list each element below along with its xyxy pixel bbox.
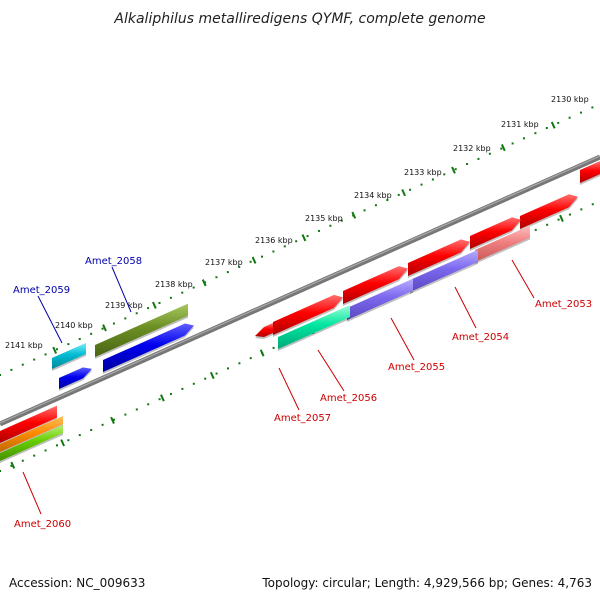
tick-label: 2132 kbp <box>453 144 491 153</box>
gene-label-amet-2060: Amet_2060 <box>14 519 71 530</box>
gene-feature-pink <box>475 225 530 262</box>
tick-label: 2137 kbp <box>205 258 243 267</box>
gene-feature-blue <box>59 367 92 389</box>
genome-backbone <box>0 154 600 427</box>
tick-labels: 2130 kbp 2131 kbp 2132 kbp 2133 kbp 2134… <box>5 95 589 350</box>
map-title: Alkaliphilus metalliredigens QYMF, compl… <box>113 11 485 27</box>
callout-line <box>22 471 42 515</box>
gene-feature-red <box>273 294 343 335</box>
callout-line <box>454 286 477 329</box>
gene-label-amet-2059: Amet_2059 <box>13 285 70 296</box>
tick-label: 2140 kbp <box>55 321 93 330</box>
gene-label-amet-2053: Amet_2053 <box>535 299 592 310</box>
tick-label: 2130 kbp <box>551 95 589 104</box>
gene-label-amet-2057: Amet_2057 <box>274 413 331 424</box>
gene-feature-purple <box>347 278 413 320</box>
outer-tick-track <box>0 106 594 376</box>
gene-feature-red <box>255 322 273 337</box>
gene-callout-lines <box>22 259 535 515</box>
tick-label: 2134 kbp <box>354 191 392 200</box>
tick-label: 2138 kbp <box>155 280 193 289</box>
gene-label-amet-2056: Amet_2056 <box>320 393 377 404</box>
genome-backbone-highlight <box>0 155 600 424</box>
gene-feature-red <box>0 405 57 443</box>
tick-label: 2139 kbp <box>105 301 143 310</box>
tick-label: 2136 kbp <box>255 236 293 245</box>
tick-label: 2141 kbp <box>5 341 43 350</box>
gene-feature-cyan <box>52 342 86 369</box>
topology-text: Topology: circular; Length: 4,929,566 bp… <box>262 576 592 590</box>
tick-label: 2133 kbp <box>404 168 442 177</box>
gene-feature-red <box>408 239 470 276</box>
callout-line <box>37 295 63 344</box>
gene-feature-red <box>343 266 408 304</box>
gene-feature-red <box>470 217 521 249</box>
gene-feature-purple <box>410 249 478 292</box>
gene-feature-red <box>580 161 600 183</box>
gene-feature-orange <box>0 415 63 452</box>
gene-feature-olive <box>95 303 188 357</box>
callout-line <box>317 349 345 392</box>
gene-label-amet-2054: Amet_2054 <box>452 332 509 343</box>
gene-feature-green <box>278 304 350 349</box>
accession-text: Accession: NC_009633 <box>9 576 146 590</box>
tick-label: 2131 kbp <box>501 120 539 129</box>
gene-feature-blue <box>103 323 194 372</box>
callout-line <box>511 259 535 299</box>
callout-line <box>278 367 300 411</box>
gene-features <box>0 161 600 463</box>
gene-feature-lime <box>0 424 63 461</box>
callout-line <box>111 266 132 313</box>
gene-label-amet-2058: Amet_2058 <box>85 256 142 267</box>
gene-labels: Amet_2053 Amet_2054 Amet_2055 Amet_2056 … <box>13 256 592 530</box>
callout-line <box>390 317 415 361</box>
tick-label: 2135 kbp <box>305 214 343 223</box>
gene-feature-red <box>520 194 578 229</box>
gene-label-amet-2055: Amet_2055 <box>388 362 445 373</box>
